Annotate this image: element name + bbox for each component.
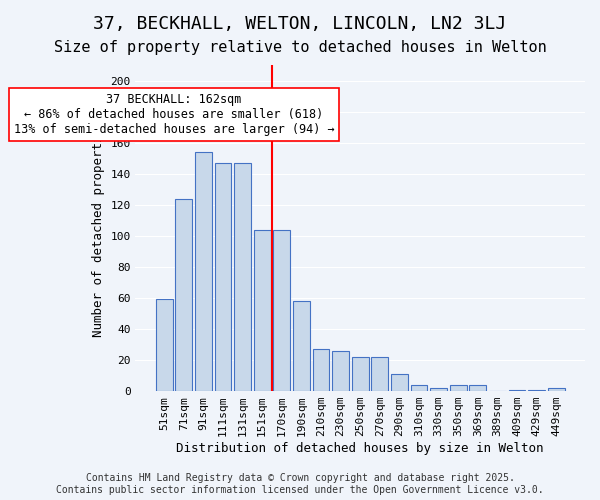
Bar xyxy=(332,350,349,391)
Bar xyxy=(450,385,467,391)
Bar xyxy=(410,385,427,391)
Bar xyxy=(293,301,310,391)
Y-axis label: Number of detached properties: Number of detached properties xyxy=(92,120,105,337)
Bar xyxy=(195,152,212,391)
Bar xyxy=(352,357,368,391)
Bar xyxy=(156,300,173,391)
Bar xyxy=(215,163,232,391)
Text: 37 BECKHALL: 162sqm
← 86% of detached houses are smaller (618)
13% of semi-detac: 37 BECKHALL: 162sqm ← 86% of detached ho… xyxy=(14,93,334,136)
X-axis label: Distribution of detached houses by size in Welton: Distribution of detached houses by size … xyxy=(176,442,544,455)
Bar xyxy=(254,230,271,391)
Bar xyxy=(371,357,388,391)
Bar xyxy=(175,198,192,391)
Bar xyxy=(548,388,565,391)
Bar xyxy=(313,349,329,391)
Text: Size of property relative to detached houses in Welton: Size of property relative to detached ho… xyxy=(53,40,547,55)
Text: Contains HM Land Registry data © Crown copyright and database right 2025.
Contai: Contains HM Land Registry data © Crown c… xyxy=(56,474,544,495)
Bar xyxy=(430,388,447,391)
Bar xyxy=(234,163,251,391)
Bar xyxy=(509,390,526,391)
Bar xyxy=(391,374,408,391)
Bar xyxy=(469,385,486,391)
Text: 37, BECKHALL, WELTON, LINCOLN, LN2 3LJ: 37, BECKHALL, WELTON, LINCOLN, LN2 3LJ xyxy=(94,15,506,33)
Bar xyxy=(274,230,290,391)
Bar xyxy=(529,390,545,391)
